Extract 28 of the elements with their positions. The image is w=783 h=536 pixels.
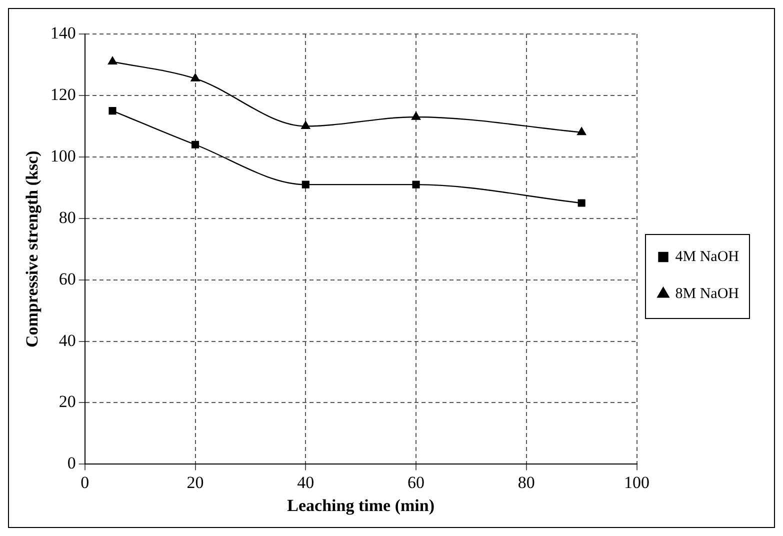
legend-label: 8M NaOH bbox=[675, 286, 740, 302]
point bbox=[191, 140, 200, 148]
point bbox=[412, 112, 421, 120]
point bbox=[577, 127, 586, 136]
x-tick-label: 0 bbox=[80, 472, 90, 492]
y-tick-label: 140 bbox=[50, 23, 76, 42]
point bbox=[108, 107, 116, 115]
y-tick-label: 20 bbox=[58, 392, 76, 412]
y-axis-title: Compressive strength (ksc) bbox=[22, 150, 42, 348]
y-tick-label: 40 bbox=[58, 330, 76, 350]
y-tick-label: 60 bbox=[58, 269, 76, 288]
point bbox=[301, 121, 310, 130]
point bbox=[302, 180, 310, 188]
x-axis-title: Leaching time (min) bbox=[287, 496, 434, 516]
y-tick-label: 120 bbox=[50, 84, 76, 104]
point bbox=[108, 56, 117, 65]
x-tick-label: 60 bbox=[408, 472, 425, 492]
y-tick-label: 80 bbox=[58, 208, 76, 227]
point bbox=[412, 180, 420, 188]
x-tick-label: 40 bbox=[297, 472, 314, 492]
x-tick-label: 100 bbox=[624, 472, 650, 492]
point bbox=[578, 199, 586, 207]
y-tick-label: 100 bbox=[50, 146, 76, 166]
point bbox=[190, 73, 200, 82]
legend-label: 4M NaOH bbox=[675, 248, 740, 265]
x-tick-label: 80 bbox=[518, 472, 535, 492]
y-tick-label: 0 bbox=[67, 454, 76, 473]
x-tick-label: 20 bbox=[186, 472, 204, 492]
